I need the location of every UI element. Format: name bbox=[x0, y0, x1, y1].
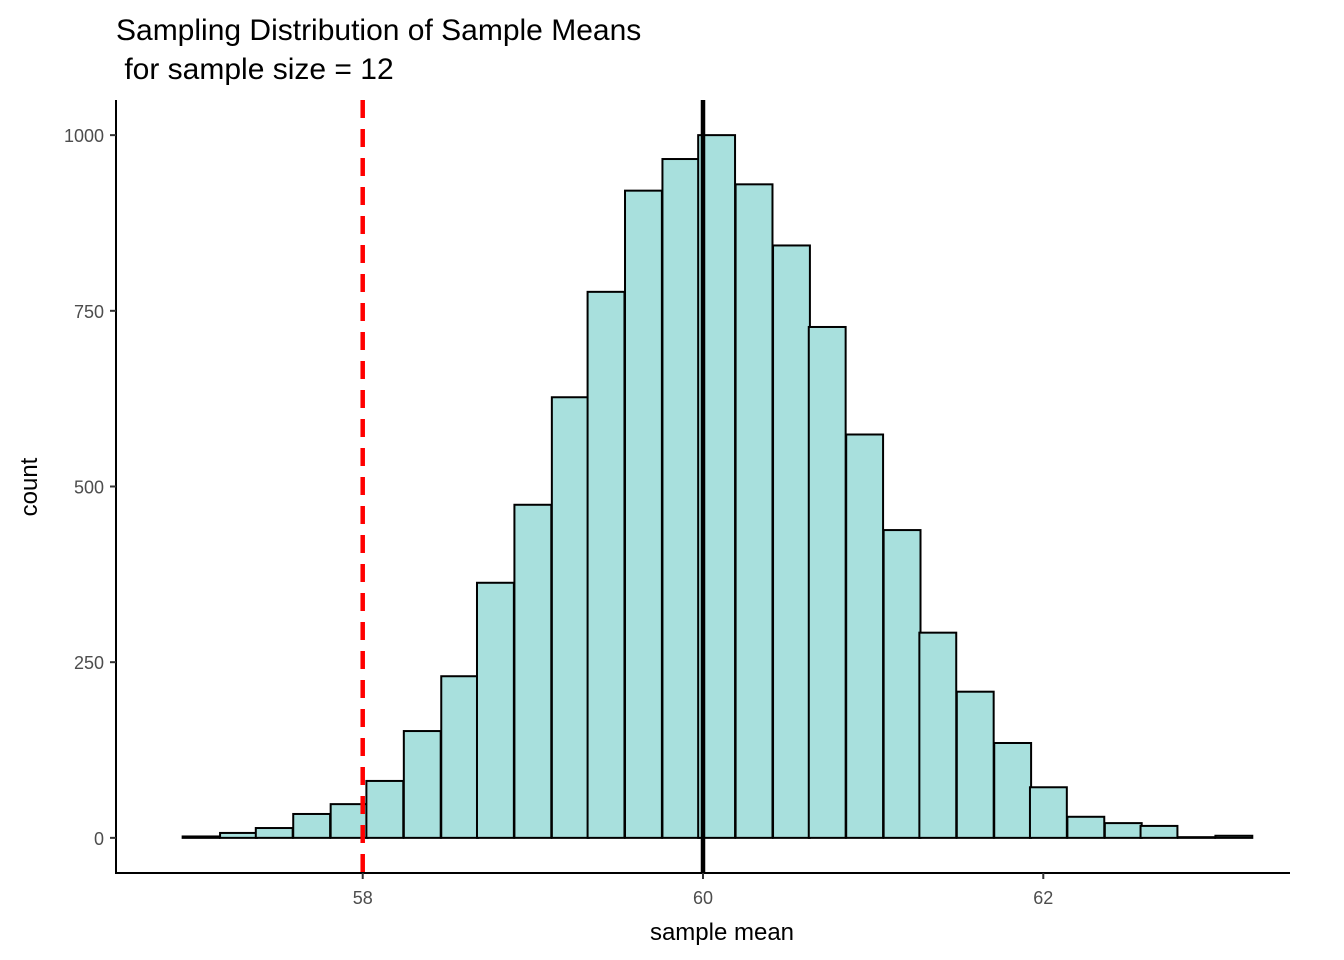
histogram-bar bbox=[1214, 834, 1254, 839]
x-axis-title: sample mean bbox=[650, 919, 794, 946]
histogram-bar bbox=[1103, 822, 1143, 839]
histogram-bar bbox=[661, 158, 701, 839]
histogram-bar bbox=[365, 779, 405, 839]
y-tick-label: 0 bbox=[94, 829, 104, 849]
histogram-bar bbox=[624, 189, 663, 839]
histogram-bar bbox=[219, 831, 258, 839]
chart-title: Sampling Distribution of Sample Means bbox=[116, 14, 641, 47]
y-tick-label: 750 bbox=[74, 302, 104, 322]
histogram-bar bbox=[402, 730, 442, 839]
histogram-bar bbox=[1176, 836, 1216, 839]
axes: 0 250 500 750 1000 58 60 62 bbox=[64, 100, 1290, 908]
histogram-bar bbox=[586, 290, 626, 839]
histogram-bar bbox=[1066, 815, 1106, 839]
chart-subtitle: for sample size = 12 bbox=[116, 53, 394, 86]
histogram-bar bbox=[882, 529, 922, 839]
histogram-bar bbox=[845, 433, 885, 839]
histogram-bar bbox=[993, 741, 1033, 839]
histogram-bar bbox=[513, 503, 553, 839]
x-tick-label: 58 bbox=[353, 888, 373, 908]
y-tick-label: 1000 bbox=[64, 126, 104, 146]
histogram-bar bbox=[254, 827, 294, 839]
y-axis-title: count bbox=[16, 457, 43, 516]
y-tick-label: 500 bbox=[74, 478, 104, 498]
histogram-bar bbox=[955, 690, 995, 839]
histogram-bar bbox=[181, 835, 221, 839]
histogram-bar bbox=[1028, 786, 1068, 839]
reference-lines bbox=[360, 100, 706, 873]
histogram-bar bbox=[772, 244, 811, 839]
histogram-bars bbox=[181, 134, 1254, 839]
histogram-bar bbox=[440, 675, 480, 839]
histogram-bar bbox=[292, 812, 332, 839]
histogram-bar bbox=[1139, 824, 1179, 839]
histogram-bar bbox=[807, 325, 847, 839]
histogram-bar bbox=[734, 183, 774, 839]
histogram-bar bbox=[550, 396, 590, 839]
histogram-bar bbox=[475, 581, 515, 839]
x-tick-label: 60 bbox=[693, 888, 713, 908]
x-tick-label: 62 bbox=[1033, 888, 1053, 908]
histogram-bar bbox=[918, 631, 958, 839]
y-tick-label: 250 bbox=[74, 653, 104, 673]
